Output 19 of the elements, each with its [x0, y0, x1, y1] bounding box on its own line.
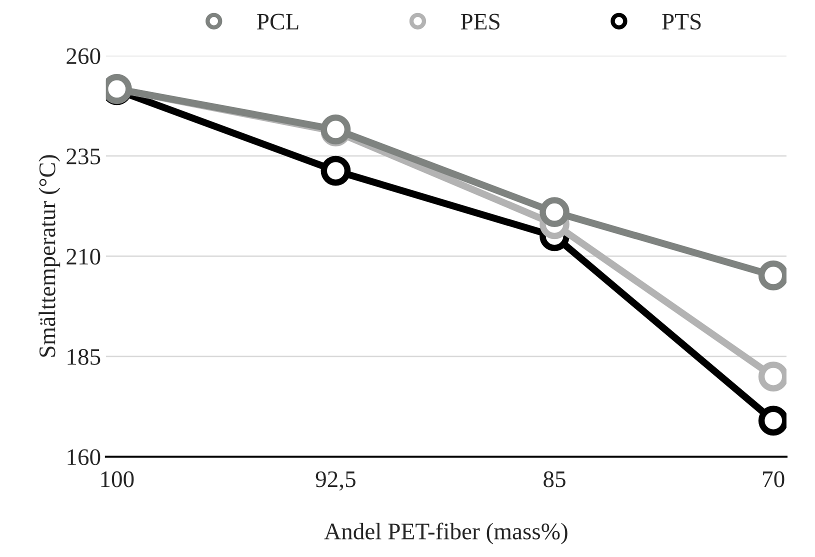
legend-label: PTS [662, 14, 701, 30]
y-tick-label: 260 [66, 48, 100, 64]
y-tick-label: 160 [68, 449, 100, 466]
y-axis-title: Smälttemperatur (°C) [38, 155, 60, 357]
x-tick-label: 85 [544, 471, 566, 488]
legend-label: PCL [257, 14, 298, 30]
point [320, 156, 351, 186]
legend-label: PES [460, 14, 500, 30]
x-tick-label: 92,5 [316, 471, 356, 491]
point [758, 362, 786, 392]
x-axis-title: Andel PET-fiber (mass%) [324, 522, 568, 544]
x-tick-label: 100 [101, 471, 134, 488]
point [758, 406, 786, 436]
x-tick-label: 70 [763, 471, 784, 488]
y-tick-label: 235 [66, 148, 100, 164]
y-tick-label: 210 [66, 248, 100, 265]
point [540, 197, 570, 228]
y-tick-label: 185 [68, 348, 100, 365]
point [758, 260, 786, 290]
